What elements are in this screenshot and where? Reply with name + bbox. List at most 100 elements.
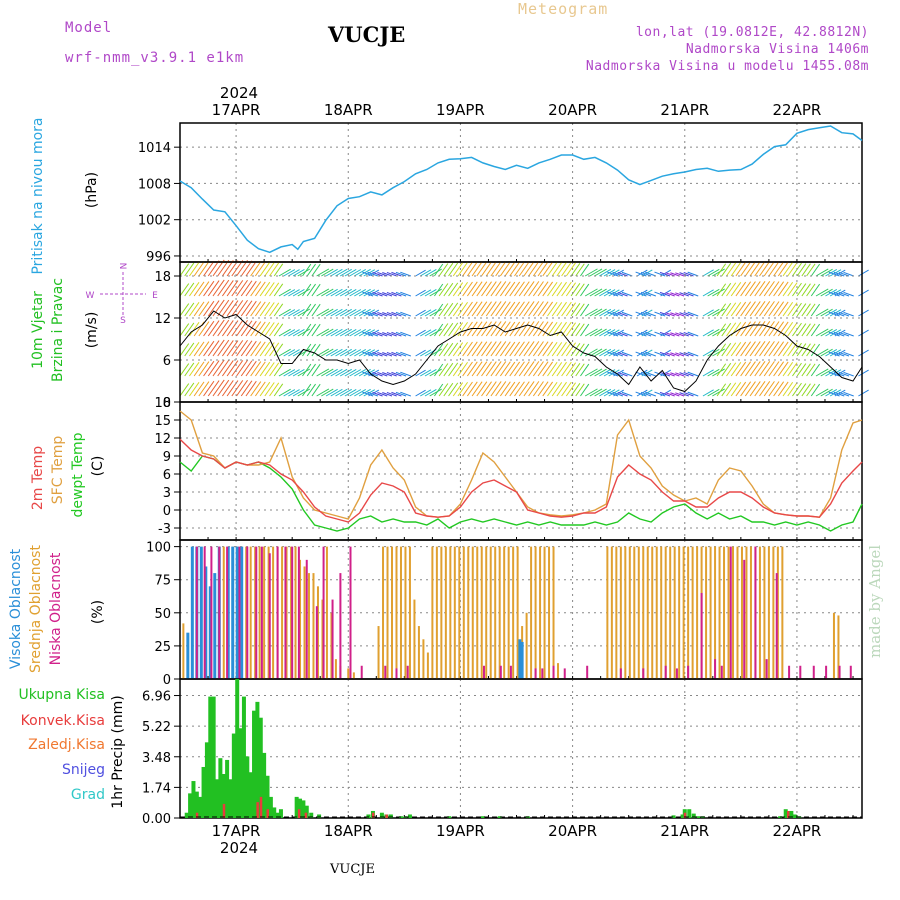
wind-barb <box>335 368 348 377</box>
sred-cloud-bar <box>480 546 483 679</box>
wind-barb <box>495 341 507 357</box>
wind-barb <box>518 341 530 357</box>
wind-barb <box>575 323 585 337</box>
wind-barb <box>518 321 530 337</box>
wind-barb <box>236 339 248 357</box>
sred-cloud-bar <box>637 546 640 679</box>
wind-barb <box>386 351 397 357</box>
wind-barb <box>339 288 352 297</box>
sred-cloud-bar <box>413 599 416 679</box>
wind-barb <box>400 311 412 317</box>
sred-cloud-bar <box>303 566 306 679</box>
wind-barb <box>556 341 567 357</box>
wind-barb <box>810 343 821 357</box>
ukupna-bar <box>258 717 263 818</box>
wind-barb <box>514 381 525 397</box>
sred-cloud-bar <box>391 546 394 679</box>
wind-barb <box>288 309 300 317</box>
wind-barb <box>716 283 727 297</box>
wind-barb <box>203 260 215 277</box>
wind-barb <box>438 323 449 337</box>
vis-cloud-bar <box>518 639 522 679</box>
wind-barb <box>777 281 789 297</box>
wind-barb <box>749 341 761 357</box>
ukupna-bar <box>272 807 277 818</box>
wind-barb <box>457 301 469 317</box>
wind-barb <box>481 301 492 317</box>
wind-barb <box>495 281 507 297</box>
wind-barb <box>735 361 747 377</box>
wind-barb <box>551 322 563 337</box>
wind-barb <box>580 263 590 277</box>
wind-barb <box>236 319 248 337</box>
sred-cloud-bar <box>615 546 618 679</box>
ukupna-bar <box>221 774 226 818</box>
ukupna-bar <box>198 796 203 818</box>
sred-cloud-bar <box>458 546 461 679</box>
wind-barb <box>335 348 348 357</box>
wind-barb <box>782 321 794 337</box>
wind-barb <box>193 381 205 397</box>
wind-barb <box>457 281 469 297</box>
x-label-bottom: 19APR <box>436 822 485 840</box>
ukupna-bar <box>252 710 257 818</box>
wind-barb <box>640 391 652 397</box>
wind-barb <box>547 361 558 377</box>
wind-barb <box>193 281 205 297</box>
wind-barb <box>292 329 305 337</box>
wind-barb <box>617 331 628 337</box>
wind-barb <box>532 261 544 277</box>
wind-barb <box>665 272 675 277</box>
wind-barb <box>833 391 845 397</box>
wind-barb <box>504 341 516 357</box>
wind-barb <box>471 361 483 377</box>
wind-barb <box>716 263 727 277</box>
wind-barb <box>462 321 473 337</box>
wind-barb <box>621 391 633 397</box>
wind-barb <box>466 341 478 357</box>
wind-barb <box>362 331 374 337</box>
wind-barb <box>259 281 271 297</box>
compass-e: E <box>152 291 158 301</box>
wind-barb <box>264 282 275 297</box>
wind-barb <box>654 391 666 397</box>
wind-barb <box>325 368 338 377</box>
wind-barb <box>349 329 362 337</box>
sred-cloud-bar <box>749 546 752 679</box>
wind-barb <box>782 261 794 277</box>
wind-barb <box>278 288 291 297</box>
y-tick-label: 6 <box>163 468 171 483</box>
wind-barb <box>438 383 449 397</box>
sred-cloud-bar <box>736 546 739 679</box>
watermark: made by Angel <box>866 544 884 658</box>
wind-barb <box>570 383 581 397</box>
sred-cloud-bar <box>740 546 743 679</box>
wind-barb <box>675 392 685 397</box>
ukupna-bar <box>238 728 243 818</box>
nis-cloud-bar <box>482 665 485 679</box>
wind-barb <box>612 391 624 397</box>
wind-barb <box>754 281 766 297</box>
wind-barb <box>269 262 280 277</box>
wind-barb <box>702 369 714 377</box>
sred-cloud-bar <box>471 546 474 679</box>
wind-barb <box>721 282 732 297</box>
nis-cloud-bar <box>499 665 502 679</box>
wind-barb <box>466 261 478 277</box>
wind-barb <box>420 349 432 357</box>
nis-cloud-bar <box>765 659 768 679</box>
wind-barb <box>325 388 338 397</box>
wind-barb <box>777 261 789 277</box>
wind-barb <box>335 328 348 337</box>
y-tick-label: 1.74 <box>142 781 171 796</box>
legend-zaledj: Zaledj.Kisa <box>28 737 105 753</box>
wind-barb <box>179 383 190 397</box>
wind-barb <box>532 301 544 317</box>
sred-cloud-bar <box>534 546 537 679</box>
wind-barb <box>665 292 675 297</box>
wind-barb <box>654 331 666 337</box>
wind-barb <box>740 261 752 277</box>
wind-barb <box>645 291 657 297</box>
wind-barb <box>833 371 845 377</box>
sred-cloud-bar <box>628 546 631 679</box>
